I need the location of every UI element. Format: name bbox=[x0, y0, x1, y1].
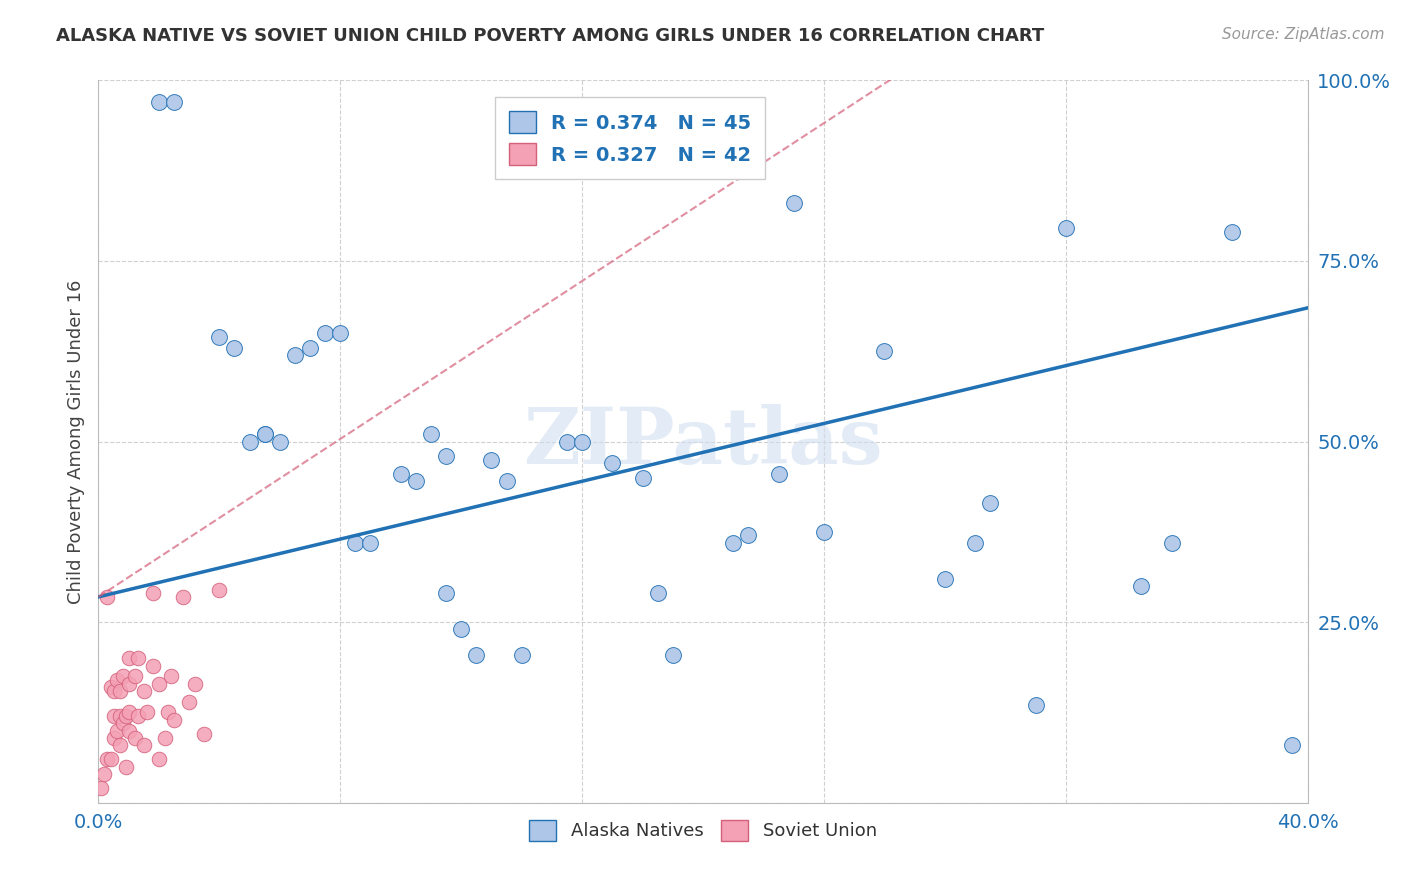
Point bbox=[965, 535, 987, 549]
Point bbox=[124, 669, 146, 683]
Point bbox=[93, 767, 115, 781]
Text: ALASKA NATIVE VS SOVIET UNION CHILD POVERTY AMONG GIRLS UNDER 16 CORRELATION CHA: ALASKA NATIVE VS SOVIET UNION CHILD POVE… bbox=[56, 27, 1045, 45]
Text: Source: ZipAtlas.com: Source: ZipAtlas.com bbox=[1222, 27, 1385, 42]
Point bbox=[783, 196, 806, 211]
Point bbox=[360, 535, 382, 549]
Point bbox=[495, 475, 517, 489]
Point bbox=[160, 669, 183, 683]
Point bbox=[465, 648, 488, 662]
Point bbox=[124, 731, 146, 745]
Point bbox=[96, 752, 118, 766]
Point bbox=[132, 738, 155, 752]
Point bbox=[434, 586, 457, 600]
Point bbox=[148, 676, 170, 690]
Point bbox=[172, 590, 194, 604]
Point bbox=[100, 680, 122, 694]
Point bbox=[208, 330, 231, 344]
Point bbox=[555, 434, 578, 449]
Point bbox=[163, 95, 186, 109]
Point bbox=[90, 781, 112, 796]
Point bbox=[142, 586, 165, 600]
Point bbox=[103, 709, 125, 723]
Point bbox=[269, 434, 291, 449]
Point bbox=[1281, 738, 1303, 752]
Point bbox=[934, 572, 956, 586]
Point bbox=[193, 727, 215, 741]
Point bbox=[132, 683, 155, 698]
Point bbox=[1130, 579, 1153, 593]
Point bbox=[118, 723, 141, 738]
Point bbox=[873, 344, 896, 359]
Point bbox=[142, 658, 165, 673]
Point bbox=[105, 723, 128, 738]
Point bbox=[108, 683, 131, 698]
Point bbox=[389, 467, 412, 481]
Point bbox=[661, 648, 683, 662]
Point bbox=[723, 535, 745, 549]
Point bbox=[314, 326, 336, 340]
Point bbox=[1054, 221, 1077, 235]
Point bbox=[1024, 698, 1046, 713]
Point bbox=[148, 752, 170, 766]
Text: ZIPatlas: ZIPatlas bbox=[523, 403, 883, 480]
Point bbox=[148, 95, 170, 109]
Point bbox=[118, 706, 141, 720]
Point bbox=[284, 348, 307, 362]
Point bbox=[420, 427, 443, 442]
Point bbox=[111, 669, 134, 683]
Point bbox=[813, 524, 835, 539]
Point bbox=[127, 709, 149, 723]
Point bbox=[344, 535, 367, 549]
Point bbox=[96, 590, 118, 604]
Point bbox=[118, 651, 141, 665]
Point bbox=[208, 582, 231, 597]
Point bbox=[135, 706, 157, 720]
Point bbox=[114, 760, 136, 774]
Point bbox=[1160, 535, 1182, 549]
Point bbox=[184, 676, 207, 690]
Point bbox=[571, 434, 593, 449]
Point bbox=[299, 341, 322, 355]
Point bbox=[100, 752, 122, 766]
Point bbox=[111, 716, 134, 731]
Point bbox=[434, 449, 457, 463]
Point bbox=[253, 427, 276, 442]
Point bbox=[118, 676, 141, 690]
Point bbox=[979, 496, 1001, 510]
Point bbox=[156, 706, 179, 720]
Point bbox=[127, 651, 149, 665]
Point bbox=[224, 341, 246, 355]
Point bbox=[510, 648, 533, 662]
Point bbox=[737, 528, 759, 542]
Point bbox=[450, 623, 472, 637]
Point bbox=[153, 731, 176, 745]
Point bbox=[602, 456, 624, 470]
Point bbox=[108, 709, 131, 723]
Point bbox=[108, 738, 131, 752]
Point bbox=[647, 586, 669, 600]
Point bbox=[239, 434, 262, 449]
Point bbox=[405, 475, 427, 489]
Point bbox=[329, 326, 352, 340]
Point bbox=[768, 467, 790, 481]
Point bbox=[1220, 225, 1243, 239]
Y-axis label: Child Poverty Among Girls Under 16: Child Poverty Among Girls Under 16 bbox=[66, 279, 84, 604]
Point bbox=[631, 470, 654, 484]
Point bbox=[103, 683, 125, 698]
Legend: Alaska Natives, Soviet Union: Alaska Natives, Soviet Union bbox=[522, 813, 884, 848]
Point bbox=[481, 452, 503, 467]
Point bbox=[163, 713, 186, 727]
Point bbox=[179, 695, 201, 709]
Point bbox=[103, 731, 125, 745]
Point bbox=[105, 673, 128, 687]
Point bbox=[253, 427, 276, 442]
Point bbox=[114, 709, 136, 723]
